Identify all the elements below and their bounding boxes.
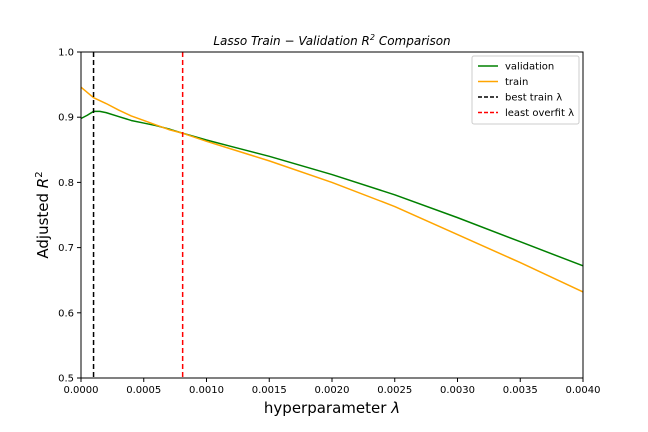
x-tick-label: 0.0000 [64,385,99,396]
y-tick-label: 0.7 [58,243,74,254]
y-axis-label: Adjusted R2 [34,171,52,258]
y-tick-label: 1.0 [58,48,74,59]
legend-box [471,55,580,125]
x-tick-label: 0.0015 [252,385,287,396]
series-line-train [80,86,584,293]
legend-label-series-1: train [505,77,528,88]
x-tick-label: 0.0005 [126,385,161,396]
y-tick-label: 0.9 [58,113,74,124]
legend: validation train best train λ least overfit… [471,55,580,125]
legend-label-vline-0: best train λ [505,93,562,104]
x-tick-label: 0.0020 [315,385,350,396]
x-tick-label: 0.0040 [566,385,601,396]
y-tick-label: 0.5 [58,374,74,385]
axis-ticks: 0.0000 0.0005 0.0010 0.0015 0.0020 0.0025 0.00… [58,48,600,397]
y-tick-label: 0.6 [58,308,74,319]
x-axis-label: hyperparameter λ [264,399,400,417]
x-tick-label: 0.0025 [377,385,412,396]
chart-title: Lasso Train − Validation R2 Comparison [213,33,450,48]
x-tick-label: 0.0010 [189,385,224,396]
x-tick-label: 0.0030 [440,385,475,396]
legend-label-series-0: validation [505,62,554,73]
x-tick-label: 0.0035 [503,385,538,396]
legend-label-vline-1: least overfit λ [505,108,574,119]
y-tick-label: 0.8 [58,178,74,189]
